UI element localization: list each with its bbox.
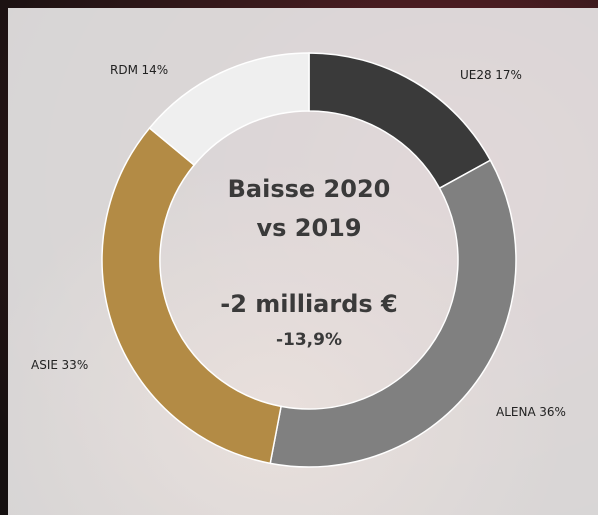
donut-segment bbox=[148, 52, 310, 167]
center-title: vs 2019 bbox=[256, 214, 361, 242]
value-label: 14% bbox=[142, 63, 169, 77]
category-label: UE28 bbox=[460, 68, 492, 82]
segment-label: ALENA 36% bbox=[496, 405, 566, 419]
value-label: 17% bbox=[495, 68, 522, 82]
segment-label: UE28 17% bbox=[460, 68, 522, 82]
segment-label: RDM 14% bbox=[110, 63, 168, 77]
value-label: 33% bbox=[62, 358, 89, 372]
category-label: ASIE bbox=[31, 358, 58, 372]
value-label: 36% bbox=[539, 405, 566, 419]
category-label: RDM bbox=[110, 63, 138, 77]
center-percent: -13,9% bbox=[276, 330, 342, 350]
category-label: ALENA bbox=[496, 405, 536, 419]
center-title: Baisse 2020 bbox=[228, 175, 391, 203]
donut-segment bbox=[269, 159, 517, 468]
center-amount: -2 milliards € bbox=[220, 290, 397, 318]
segment-label: ASIE 33% bbox=[31, 358, 88, 372]
donut bbox=[101, 52, 517, 468]
donut-segment bbox=[101, 126, 282, 465]
